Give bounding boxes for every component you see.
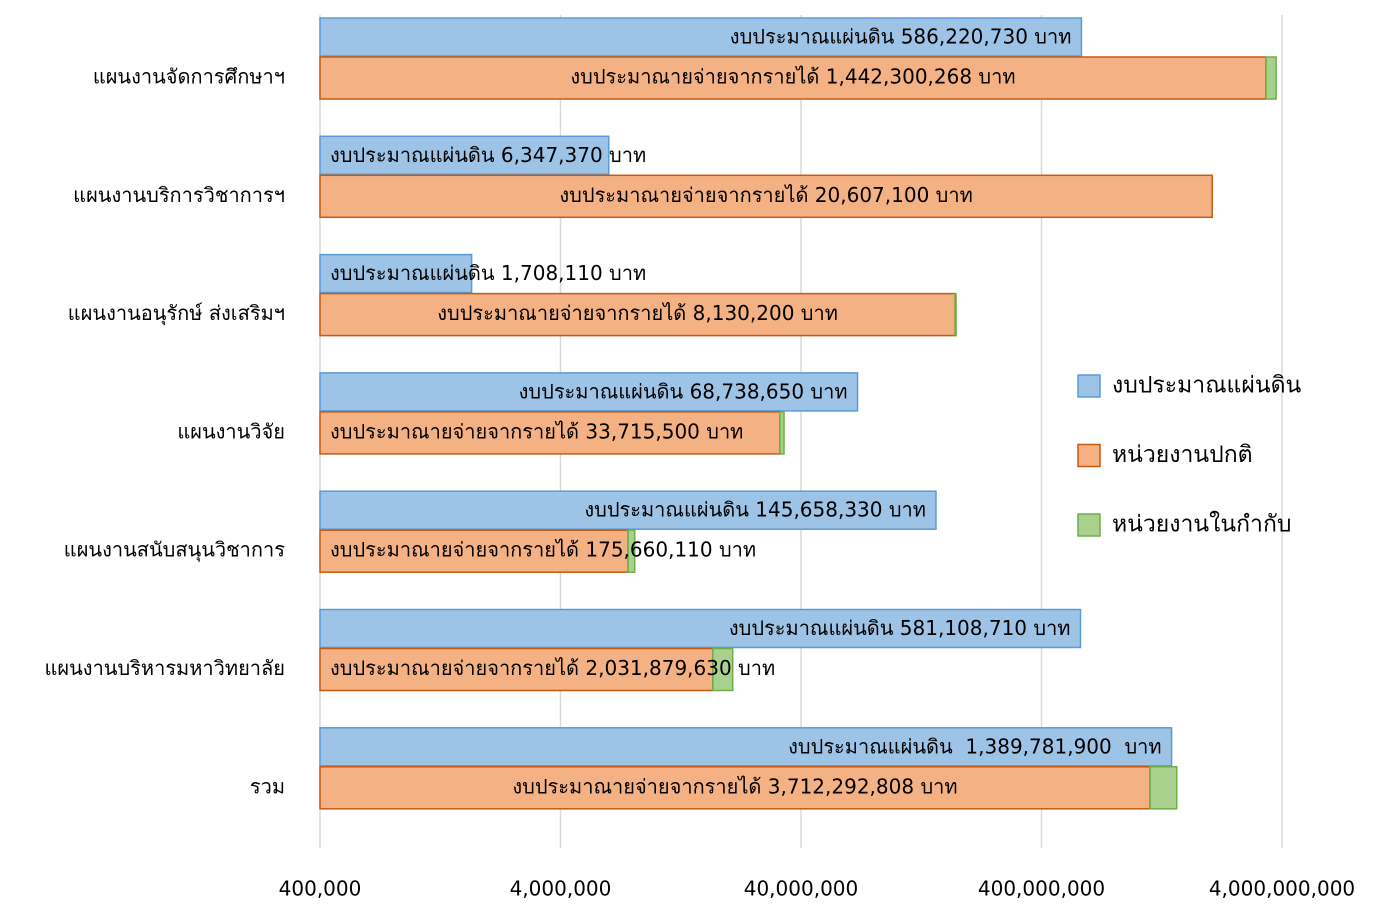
bar: [319, 490, 937, 530]
annotation: งบประมาณายจ่ายจากรายได้ 33,715,500 บาท: [330, 419, 743, 443]
bar: [319, 174, 1213, 219]
bar: [712, 647, 734, 692]
bar: [319, 727, 1173, 767]
bar: [1265, 56, 1277, 100]
legend-label: หน่วยงานในกำกับ: [1112, 511, 1291, 538]
bar: [319, 56, 1267, 100]
data-label: งบประมาณแผ่นดิน 1,708,110 บาท: [330, 261, 646, 285]
x-tick-label: 4,000,000: [510, 877, 612, 901]
annotation: งบประมาณายจ่ายจากรายได้ 1,442,300,268 บา…: [570, 65, 1015, 89]
legend-label: งบประมาณแผ่นดิน: [1112, 373, 1302, 399]
category-label: แผนงานจัดการศึกษาฯ: [93, 65, 285, 89]
data-label: งบประมาณแผ่นดิน 145,658,330 บาท: [584, 498, 926, 522]
category-label: แผนงานบริหารมหาวิทยาลัย: [45, 656, 285, 680]
annotation: งบประมาณายจ่ายจากรายได้ 20,607,100 บาท: [559, 183, 972, 207]
data-label: งบประมาณแผ่นดิน 586,220,730 บาท: [730, 25, 1072, 49]
legend-swatch: [1077, 443, 1101, 468]
legend-swatch: [1077, 374, 1101, 398]
category-label: แผนงานสนับสนุนวิชาการ: [64, 538, 285, 563]
annotation: งบประมาณายจ่ายจากรายได้ 3,712,292,808 บา…: [512, 774, 957, 798]
legend-swatch: [1077, 513, 1101, 537]
annotation: งบประมาณายจ่ายจากรายได้ 175,660,110 บาท: [330, 538, 756, 562]
x-tick-label: 400,000: [279, 877, 362, 901]
bar: [319, 766, 1151, 810]
category-label: แผนงานอนุรักษ์ ส่งเสริมฯ: [68, 301, 285, 326]
bar: [319, 372, 859, 412]
data-label: งบประมาณแผ่นดิน 68,738,650 บาท: [519, 379, 848, 403]
data-label: งบประมาณแผ่นดิน 581,108,710 บาท: [729, 616, 1071, 640]
annotation: งบประมาณายจ่ายจากรายได้ 2,031,879,630 บา…: [330, 656, 775, 680]
bar: [319, 608, 1082, 649]
bar: [627, 529, 636, 573]
legend-label: หน่วยงานปกติ: [1112, 442, 1253, 468]
bar: [319, 253, 473, 294]
category-label: แผนงานวิจัย: [177, 419, 285, 443]
bar: [319, 17, 1083, 57]
data-label: งบประมาณแผ่นดิน 1,389,781,900 บาท: [788, 734, 1161, 758]
bar: [319, 135, 610, 176]
annotation: งบประมาณายจ่ายจากรายได้ 8,130,200 บาท: [437, 301, 838, 325]
bar: [779, 411, 785, 455]
bar: [319, 647, 714, 692]
bar: [954, 292, 957, 337]
x-tick-label: 4,000,000,000: [1209, 877, 1355, 901]
x-tick-label: 40,000,000: [744, 877, 859, 901]
category-label: รวม: [250, 774, 285, 798]
data-label: งบประมาณแผ่นดิน 6,347,370 บาท: [330, 143, 646, 167]
x-tick-label: 400,000,000: [978, 877, 1105, 901]
bar: [1149, 766, 1178, 810]
category-label: แผนงานบริการวิชาการฯ: [73, 183, 285, 207]
